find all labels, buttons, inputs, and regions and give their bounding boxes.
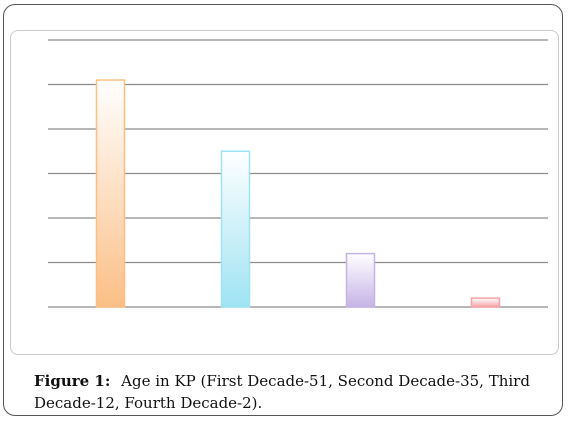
bar-second-decade [220, 150, 251, 308]
bars [95, 79, 501, 308]
bar-fourth-decade [470, 297, 501, 308]
bar-third-decade [345, 252, 376, 308]
caption-label: Figure 1: [34, 372, 111, 390]
caption-text: Age in KP (First Decade-51, Second Decad… [34, 372, 530, 412]
figure-caption: Figure 1: Age in KP (First Decade-51, Se… [34, 370, 544, 414]
gridlines [48, 39, 548, 308]
bar-first-decade [95, 79, 126, 308]
bar-chart [48, 39, 548, 308]
